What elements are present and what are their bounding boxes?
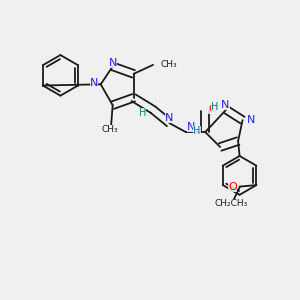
Text: H: H — [139, 108, 146, 118]
Text: H: H — [211, 102, 219, 112]
Text: CH₂CH₃: CH₂CH₃ — [215, 199, 248, 208]
Text: O: O — [208, 104, 217, 114]
Text: H: H — [193, 126, 201, 136]
Text: N: N — [187, 122, 196, 132]
Text: N: N — [247, 115, 255, 125]
Text: N: N — [165, 113, 174, 123]
Text: CH₃: CH₃ — [101, 125, 118, 134]
Text: O: O — [228, 182, 237, 192]
Text: N: N — [90, 78, 98, 88]
Text: CH₃: CH₃ — [160, 60, 177, 69]
Text: N: N — [221, 100, 230, 110]
Text: N: N — [109, 58, 117, 68]
